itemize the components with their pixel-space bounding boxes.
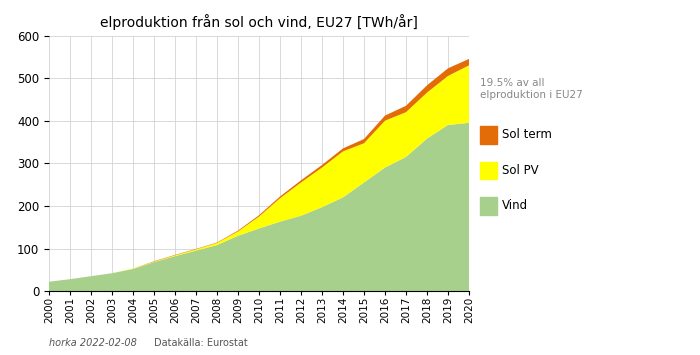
Text: Vind: Vind [502,200,528,212]
Text: Sol term: Sol term [502,129,552,141]
Text: horka 2022-02-08: horka 2022-02-08 [49,338,137,348]
Text: 19.5% av all
elproduktion i EU27: 19.5% av all elproduktion i EU27 [480,78,582,100]
Text: Datakälla: Eurostat: Datakälla: Eurostat [154,338,248,348]
Text: Sol PV: Sol PV [502,164,538,177]
Title: elproduktion från sol och vind, EU27 [TWh/år]: elproduktion från sol och vind, EU27 [TW… [100,14,418,30]
